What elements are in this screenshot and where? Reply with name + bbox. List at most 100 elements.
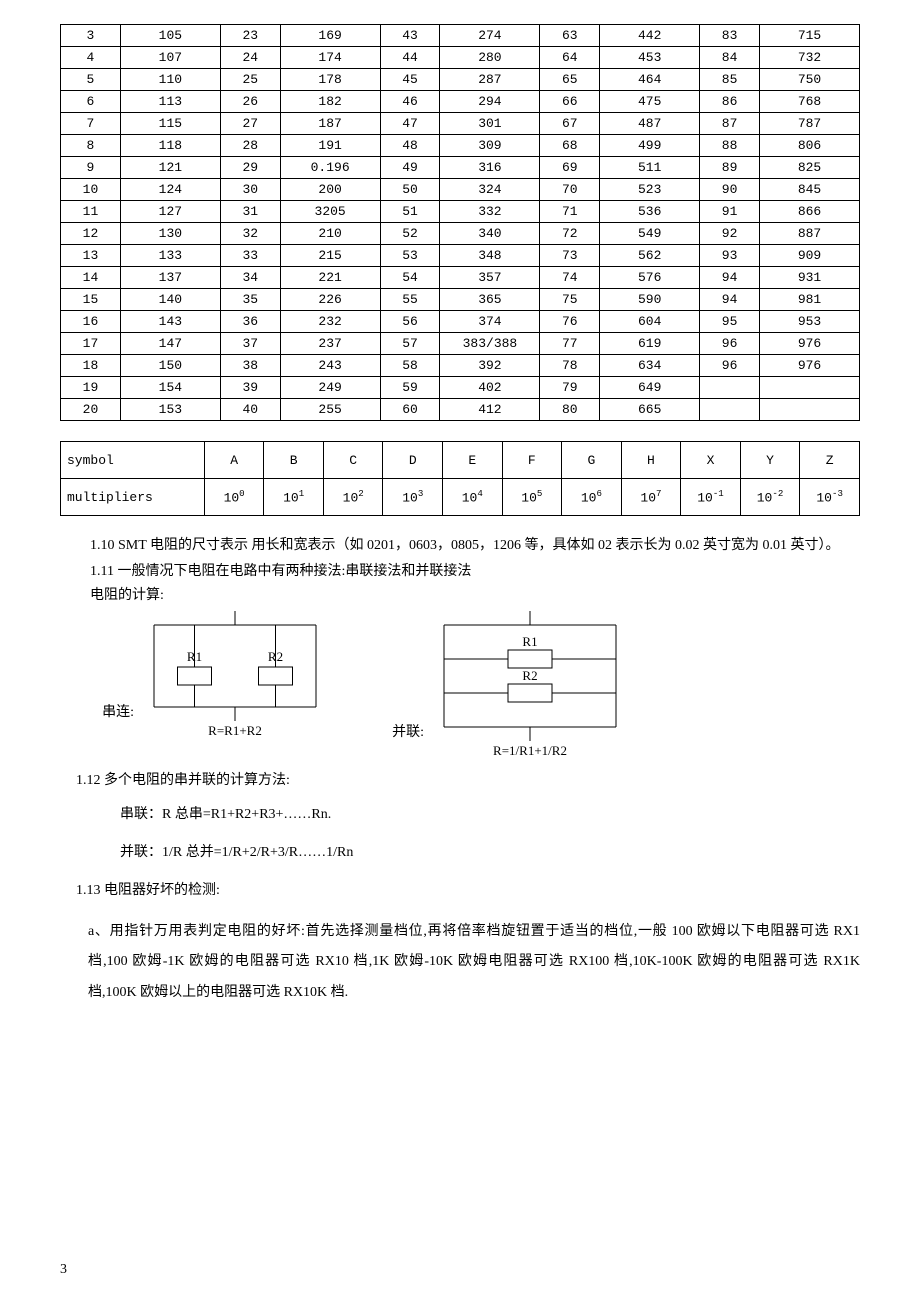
- lookup-table: 3105231694327463442837154107241744428064…: [60, 24, 860, 421]
- table-cell: 4: [61, 47, 121, 69]
- table-row: 310523169432746344283715: [61, 25, 860, 47]
- table-cell: 402: [440, 377, 540, 399]
- table-cell: 324: [440, 179, 540, 201]
- table-cell: 287: [440, 69, 540, 91]
- table-cell: 39: [220, 377, 280, 399]
- table-cell: 619: [600, 333, 700, 355]
- table-cell: 73: [540, 245, 600, 267]
- table-cell: [700, 377, 760, 399]
- table-cell: 66: [540, 91, 600, 113]
- table-cell: 294: [440, 91, 540, 113]
- multiplier-table: symbolABCDEFGHXYZmultipliers100101102103…: [60, 441, 860, 516]
- table-cell: 6: [61, 91, 121, 113]
- table-cell: 104: [443, 479, 503, 516]
- table-cell: 365: [440, 289, 540, 311]
- table-cell: 10-3: [800, 479, 860, 516]
- table-cell: Z: [800, 442, 860, 479]
- table-cell: 7: [61, 113, 121, 135]
- table-cell: 169: [280, 25, 380, 47]
- table-cell: X: [681, 442, 741, 479]
- table-row: 611326182462946647586768: [61, 91, 860, 113]
- table-cell: 953: [760, 311, 860, 333]
- table-row: 9121290.196493166951189825: [61, 157, 860, 179]
- series-label: 串连:: [102, 705, 134, 720]
- page: 3105231694327463442837154107241744428064…: [0, 0, 920, 1302]
- table-cell: 909: [760, 245, 860, 267]
- table-row: 1614336232563747660495953: [61, 311, 860, 333]
- table-cell: 51: [380, 201, 440, 223]
- table-cell: 8: [61, 135, 121, 157]
- table-cell: 100: [204, 479, 264, 516]
- table-cell: 92: [700, 223, 760, 245]
- table-cell: 85: [700, 69, 760, 91]
- table-cell: 30: [220, 179, 280, 201]
- section-1-11: 1.11 一般情况下电阻在电路中有两种接法:串联接法和并联接法: [60, 560, 860, 584]
- table-cell: 243: [280, 355, 380, 377]
- table-cell: 44: [380, 47, 440, 69]
- table-cell: 35: [220, 289, 280, 311]
- table-cell: 65: [540, 69, 600, 91]
- page-number: 3: [60, 1262, 67, 1278]
- table-cell: 147: [120, 333, 220, 355]
- table-cell: 153: [120, 399, 220, 421]
- table-cell: 453: [600, 47, 700, 69]
- table-cell: 23: [220, 25, 280, 47]
- table-cell: 79: [540, 377, 600, 399]
- parallel-formula: R=1/R1+1/R2: [493, 743, 567, 759]
- table-cell: 96: [700, 355, 760, 377]
- table-cell: 55: [380, 289, 440, 311]
- table-cell: 464: [600, 69, 700, 91]
- table-cell: 866: [760, 201, 860, 223]
- table-cell: E: [443, 442, 503, 479]
- table-cell: 140: [120, 289, 220, 311]
- table-cell: 536: [600, 201, 700, 223]
- table-cell: 825: [760, 157, 860, 179]
- table-row: 20153402556041280665: [61, 399, 860, 421]
- table-cell: 94: [700, 267, 760, 289]
- table-cell: 60: [380, 399, 440, 421]
- table-cell: 29: [220, 157, 280, 179]
- table-cell: 226: [280, 289, 380, 311]
- table-cell: 84: [700, 47, 760, 69]
- table-cell: 301: [440, 113, 540, 135]
- table-cell: B: [264, 442, 324, 479]
- table-cell: 182: [280, 91, 380, 113]
- table-cell: 113: [120, 91, 220, 113]
- table-row: 711527187473016748787787: [61, 113, 860, 135]
- table-cell: 357: [440, 267, 540, 289]
- table-cell: 28: [220, 135, 280, 157]
- table-cell: 127: [120, 201, 220, 223]
- table-cell: 976: [760, 333, 860, 355]
- table-cell: 56: [380, 311, 440, 333]
- table-cell: 78: [540, 355, 600, 377]
- table-cell: H: [621, 442, 681, 479]
- table-cell: 210: [280, 223, 380, 245]
- calc-heading: 电阻的计算:: [60, 584, 860, 608]
- table-cell: 31: [220, 201, 280, 223]
- table-cell: 374: [440, 311, 540, 333]
- table-cell: 499: [600, 135, 700, 157]
- table-cell: 806: [760, 135, 860, 157]
- table-row: 19154392495940279649: [61, 377, 860, 399]
- table-cell: 9: [61, 157, 121, 179]
- table-cell: 12: [61, 223, 121, 245]
- table-cell: 191: [280, 135, 380, 157]
- table-cell: 36: [220, 311, 280, 333]
- table-cell: 16: [61, 311, 121, 333]
- table-cell: 634: [600, 355, 700, 377]
- table-cell: 215: [280, 245, 380, 267]
- table-cell: 13: [61, 245, 121, 267]
- table-cell: 332: [440, 201, 540, 223]
- series-formula: R=R1+R2: [208, 723, 262, 739]
- table-cell: 20: [61, 399, 121, 421]
- table-cell: 249: [280, 377, 380, 399]
- parallel-label: 并联:: [392, 725, 424, 740]
- table-cell: 57: [380, 333, 440, 355]
- table-cell: 562: [600, 245, 700, 267]
- table-cell: 15: [61, 289, 121, 311]
- table-cell: 487: [600, 113, 700, 135]
- table-cell: 0.196: [280, 157, 380, 179]
- table-cell: 237: [280, 333, 380, 355]
- table-cell: 121: [120, 157, 220, 179]
- table-cell: 154: [120, 377, 220, 399]
